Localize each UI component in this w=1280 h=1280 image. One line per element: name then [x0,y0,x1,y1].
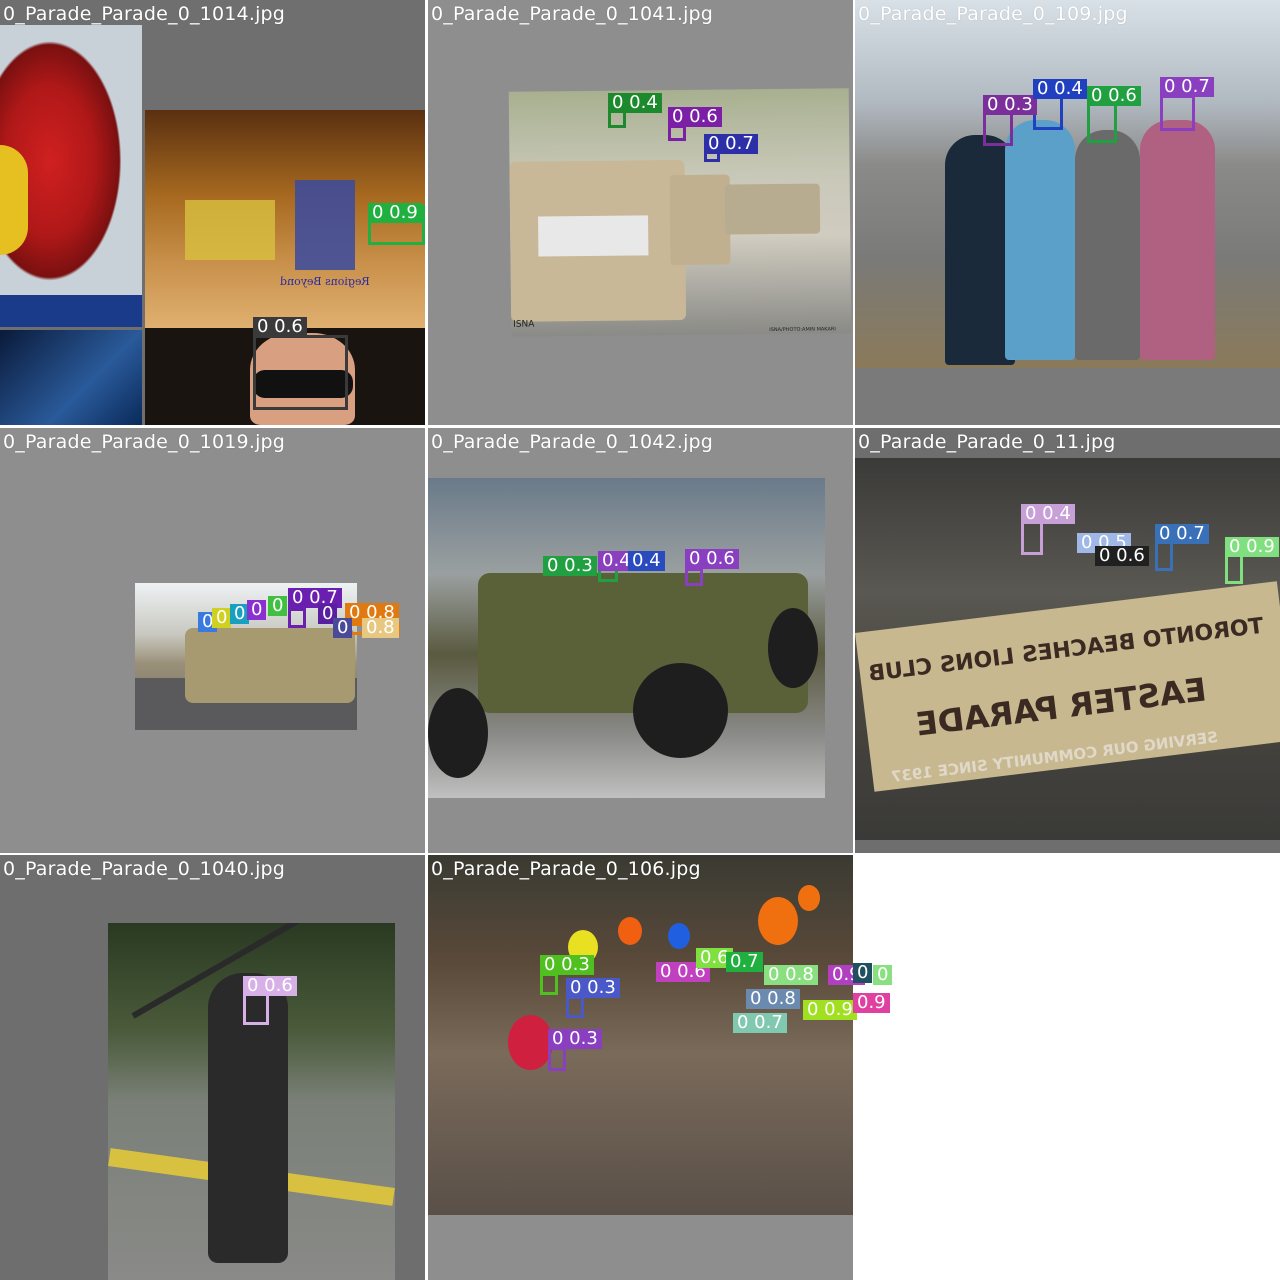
detection-label: 0.9 [853,993,890,1013]
detection-label: 0 0.9 [803,1000,857,1020]
detection-box [548,1047,566,1071]
tile-1019: 0 0.7 0 0.8 0 0 0 0 0 0 0 0.8 0_Parade_P… [0,428,425,853]
detection-label: 0 [333,618,353,638]
detection-label: 0 [247,600,267,620]
overlay-text: Regions Beyond [280,275,370,288]
photo-crowd-balloons [428,855,853,1215]
detection-box [1087,103,1117,143]
tile-1041: ISNA ISNA/PHOTO:AMIN MAKARI 0 0.4 0 0.6 … [428,0,853,425]
tile-109: 0 0.3 0 0.4 0 0.6 0 0.7 0_Parade_Parade_… [855,0,1280,425]
photo-marching-soldiers [135,583,357,730]
detection-label: 0.4 [628,551,665,571]
detection-label: 0 [873,965,893,985]
detection-label: 0 0.3 [540,955,594,975]
detection-box [540,973,558,995]
detection-box [685,568,703,586]
detection-label: 0 0.9 [1225,537,1279,557]
detection-label: 0 0.7 [704,134,758,154]
detection-label: 0 0.7 [1155,524,1209,544]
overlay-text: ISNA [513,319,535,330]
tile-filename: 0_Parade_Parade_0_1019.jpg [3,431,286,453]
detection-label: 0 0.3 [548,1029,602,1049]
detection-label: 0 0.3 [983,95,1037,115]
photo-water-thumb [0,330,142,425]
tile-1040: 0 0.6 0_Parade_Parade_0_1040.jpg [0,855,425,1280]
tile-1042: 0 0.3 0.4 0.4 0 0.6 0_Parade_Parade_0_10… [428,428,853,853]
detection-label: 0 [230,604,250,624]
tile-filename: 0_Parade_Parade_0_106.jpg [431,858,701,880]
photo-painted-face [0,25,142,327]
detection-label: 0 0.8 [764,965,818,985]
detection-label: 0 0.7 [733,1013,787,1033]
detection-label: 0 0.7 [288,588,342,608]
tile-filename: 0_Parade_Parade_0_1014.jpg [3,3,286,25]
detection-label: 0.8 [362,618,399,638]
tile-filename: 0_Parade_Parade_0_109.jpg [858,3,1128,25]
detection-label: 0 0.8 [746,989,800,1009]
detection-label: 0 0.6 [668,107,722,127]
detection-label: 0 0.6 [253,317,307,337]
detection-box [983,110,1013,146]
detection-label: 0 0.6 [1095,546,1149,566]
tile-filename: 0_Parade_Parade_0_1040.jpg [3,858,286,880]
detection-box [668,125,686,141]
tile-filename: 0_Parade_Parade_0_1041.jpg [431,3,714,25]
detection-label: 0.4 [598,551,635,571]
detection-box [1033,96,1063,130]
detection-label: 0 [853,963,873,983]
detection-label: 0 0.6 [243,976,297,996]
tile-11: TORONTO BEACHES LIONS CLUB EASTER PARADE… [855,428,1280,853]
detection-label: 0.7 [726,952,763,972]
detection-label: 0 [268,596,288,616]
detection-label: 0 0.6 [1087,86,1141,106]
tile-1014: Regions Beyond 0 0.9 0 0.6 0_Parade_Para… [0,0,425,425]
detection-box [1225,554,1243,584]
detection-label: 0 0.6 [685,549,739,569]
photo-army-jeep [428,478,825,798]
detection-box [566,996,584,1018]
photo-caption: ISNA/PHOTO:AMIN MAKARI [769,326,836,334]
detection-label: 0 0.4 [1021,504,1075,524]
detection-label: 0.6 [696,948,733,968]
detection-box [1160,95,1195,131]
detection-box [288,608,306,628]
detection-label: 0 [212,608,232,628]
tile-106: 0 0.3 0 0.3 0 0.3 0 0.6 0.6 0.7 0 0.8 0 … [428,855,908,1280]
detection-box [253,335,348,410]
detection-label: 0 0.4 [1033,79,1087,99]
detection-label: 0 0.7 [1160,77,1214,97]
tile-filename: 0_Parade_Parade_0_11.jpg [858,431,1116,453]
detection-box [1155,541,1173,571]
detection-label: 0 0.9 [368,203,422,223]
detection-label: 0 0.3 [543,556,597,576]
photo-four-women [855,0,1280,368]
detection-label: 0 0.4 [608,93,662,113]
detection-label: 0 [318,604,338,624]
detection-label: 0 0.3 [566,978,620,998]
tile-filename: 0_Parade_Parade_0_1042.jpg [431,431,714,453]
detection-box [1021,521,1043,555]
